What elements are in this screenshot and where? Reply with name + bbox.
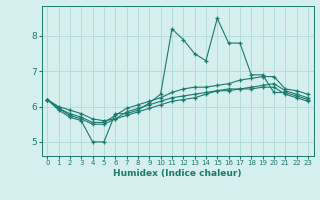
- X-axis label: Humidex (Indice chaleur): Humidex (Indice chaleur): [113, 169, 242, 178]
